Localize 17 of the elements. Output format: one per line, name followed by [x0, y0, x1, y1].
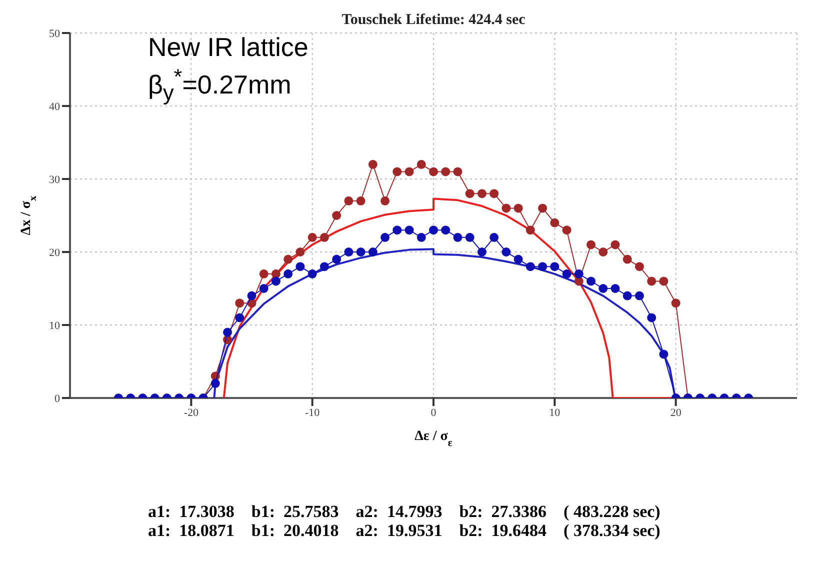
- x-tick-label: 0: [430, 406, 437, 419]
- x-tick-label: 20: [670, 406, 682, 419]
- y-tick-label: 0: [54, 392, 60, 405]
- annotation: β$_{y}$$^{*}$=0.27mm: [148, 63, 292, 107]
- x-tick-label: 10: [549, 406, 561, 419]
- x-axis-title: Δε / σ$_{ε}$: [414, 429, 453, 448]
- text: a1: 17.3038 b1: 25.7583 a2: 14.7993 b2: 27.3386 ( 483.228 sec): [148, 502, 662, 521]
- x-tick-label: -20: [184, 406, 199, 419]
- y-tick-label: 20: [49, 246, 60, 259]
- text: a1: 18.0871 b1: 20.4018 a2: 19.9531 b2: 19.6484 ( 378.334 sec): [148, 521, 662, 540]
- annotation: New IR lattice: [148, 32, 308, 62]
- y-tick-label: 10: [49, 320, 60, 332]
- y-tick-label: 40: [49, 100, 60, 113]
- chart-title: Touschek Lifetime: 424.4 sec: [342, 12, 526, 28]
- x-tick-label: -10: [304, 406, 320, 419]
- y-tick-label: 50: [49, 28, 60, 40]
- y-tick-label: 30: [49, 174, 60, 186]
